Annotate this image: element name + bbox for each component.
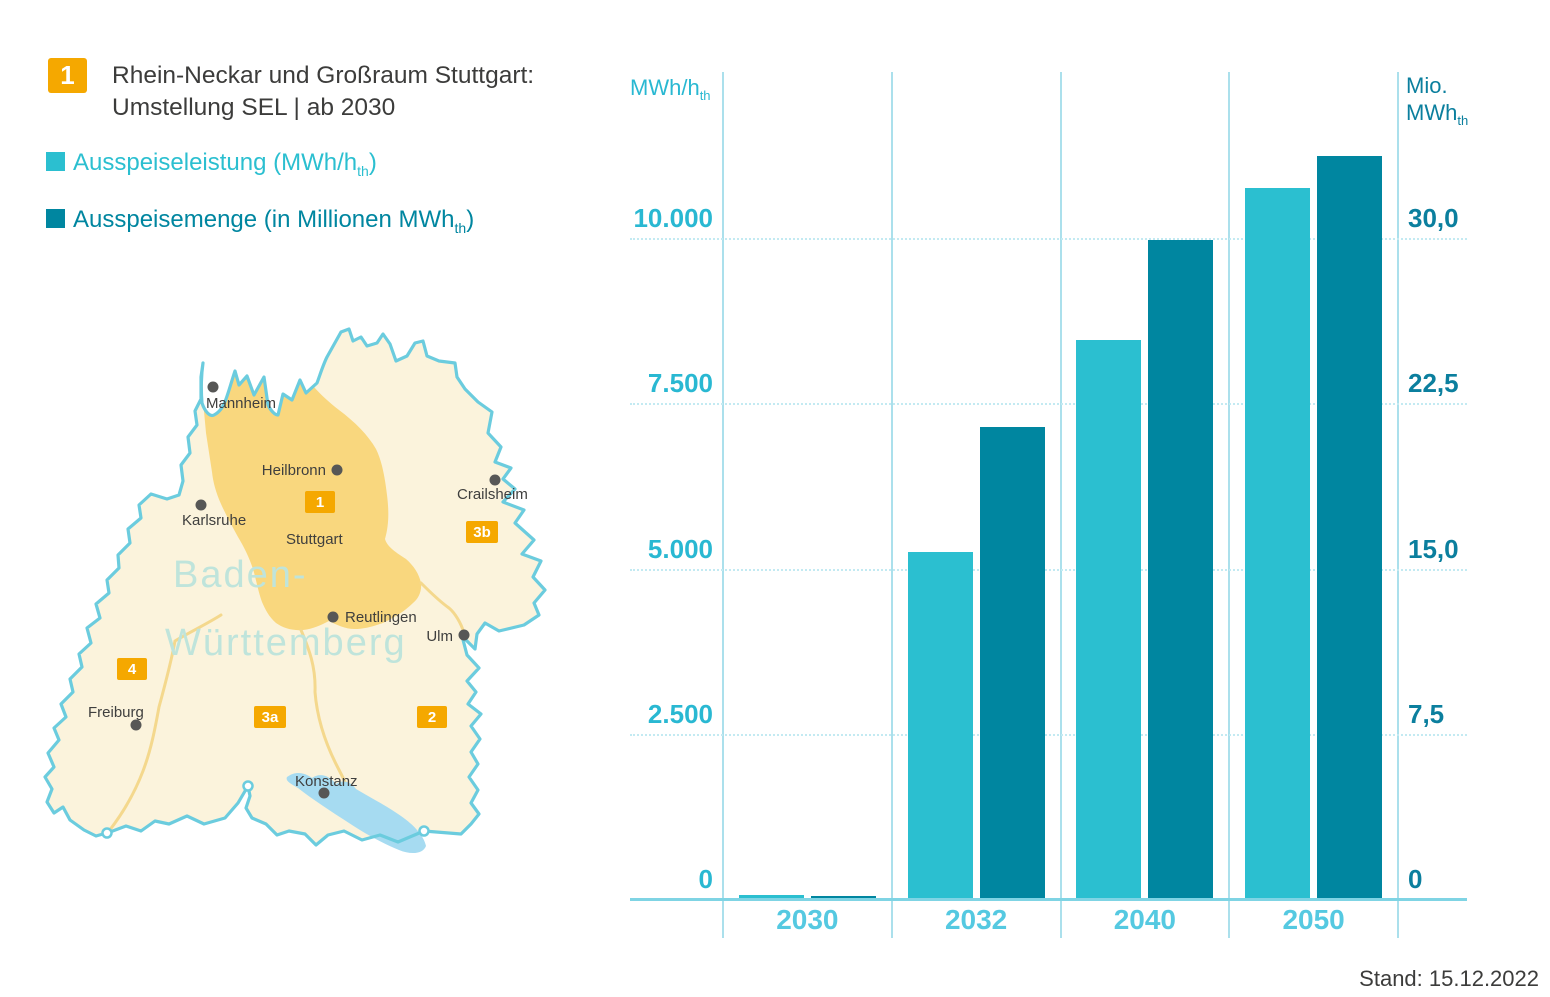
city-dot-reutlingen [327,611,339,623]
horizontal-gridline [630,238,1467,240]
bar-right-2050 [1317,156,1382,899]
border-region4-region3a [107,613,223,833]
x-axis-year-label: 2032 [944,904,1008,935]
legend-label-ausspeisemenge: Ausspeisemenge (in Millionen MWhth) [73,206,475,236]
column-gridline [722,72,724,938]
legend-swatch-dark-icon [46,209,65,228]
bar-left-2040 [1076,340,1141,899]
bar-left-2030 [739,895,804,899]
city-dot-heilbronn [331,464,343,476]
city-label-karlsruhe: Karlsruhe [182,512,246,529]
left-axis-tick-label: 5.000 [647,533,713,564]
status-date: Stand: 15.12.2022 [1359,966,1539,991]
x-axis-year-label: 2040 [1113,904,1177,935]
city-dot-mannheim [207,381,219,393]
bar-left-2032 [908,552,973,899]
state-name-line1: Baden- [173,554,308,596]
bar-right-2030 [811,896,876,899]
city-label-crailsheim: Crailsheim [457,486,528,503]
border-point-icon [101,827,113,839]
svg-text:3b: 3b [473,524,491,541]
state-name-line2: Württemberg [165,622,407,664]
right-axis-tick-label: 7,5 [1408,698,1445,729]
city-dot-crailsheim [489,474,501,486]
horizontal-gridline [630,734,1467,736]
legend-swatch-light-icon [46,152,65,171]
map-badge-3a: 3a [254,706,286,728]
right-axis-tick-label: 15,0 [1408,533,1459,564]
x-axis-year-label: 2050 [1282,904,1345,935]
right-axis-title-line2: MWhth [1406,100,1469,128]
left-axis-tick-label: 7.500 [647,368,713,399]
city-label-reutlingen: Reutlingen [345,609,417,626]
city-label-heilbronn: Heilbronn [262,462,326,479]
right-axis-title: Mio. MWhth [1406,72,1468,129]
chart-title-line1: Rhein-Neckar und Großraum Stuttgart: [112,62,535,89]
left-axis-tick-label: 0 [698,864,713,894]
svg-text:3a: 3a [262,709,279,726]
city-label-ulm: Ulm [426,628,453,645]
map-badge-1: 1 [305,491,335,513]
city-label-mannheim: Mannheim [206,395,276,412]
svg-text:1: 1 [316,494,324,511]
city-label-stuttgart: Stuttgart [286,531,344,548]
right-axis-tick-label: 22,5 [1408,368,1459,399]
right-axis-tick-label: 30,0 [1408,203,1459,233]
city-dot-ulm [458,629,470,641]
chart-title-line2: Umstellung SEL | ab 2030 [112,94,396,121]
left-axis-title: MWh/hth [630,75,711,103]
right-axis-title-line1: Mio. [1406,73,1448,98]
map-badge-3b: 3b [466,521,498,543]
right-axis-tick-label: 0 [1408,864,1423,894]
city-dot-konstanz [318,787,330,799]
map-badge-4: 4 [117,658,147,680]
legend-region-badge: 1 [48,58,87,93]
bar-right-2032 [980,427,1045,899]
column-gridline [1228,72,1231,938]
bar-left-2050 [1245,188,1310,899]
horizontal-gridline [630,569,1467,571]
map-baden-wuerttemberg: Baden- Württemberg 1 3b 4 3a 2 [43,327,547,854]
column-gridline [890,72,893,938]
city-label-konstanz: Konstanz [295,773,358,790]
city-dot-freiburg [130,719,142,731]
horizontal-gridline [630,403,1467,405]
map-badge-2: 2 [417,706,447,728]
svg-text:4: 4 [128,661,137,678]
city-label-freiburg: Freiburg [88,704,144,721]
x-axis-line [630,898,1467,901]
left-axis-tick-label: 10.000 [633,203,713,233]
city-dot-karlsruhe [195,499,207,511]
border-region3a-region2 [299,628,352,795]
border-point-icon [418,825,430,837]
border-region2-region3b [419,581,466,635]
x-axis-year-label: 2030 [776,904,839,935]
chart-title: Rhein-Neckar und Großraum Stuttgart: Ums… [112,60,534,124]
column-gridline [1059,72,1062,938]
column-gridline [1397,72,1399,938]
border-point-icon [242,780,254,792]
bar-right-2040 [1148,240,1213,899]
legend-label-ausspeiseleistung: Ausspeiseleistung (MWh/hth) [73,149,377,179]
state-outline-stroke [43,327,547,847]
legend-item-ausspeiseleistung: Ausspeiseleistung (MWh/hth) [46,149,377,179]
legend-item-ausspeisemenge: Ausspeisemenge (in Millionen MWhth) [46,206,475,236]
left-axis-tick-label: 2.500 [647,698,713,729]
svg-text:2: 2 [428,709,436,726]
